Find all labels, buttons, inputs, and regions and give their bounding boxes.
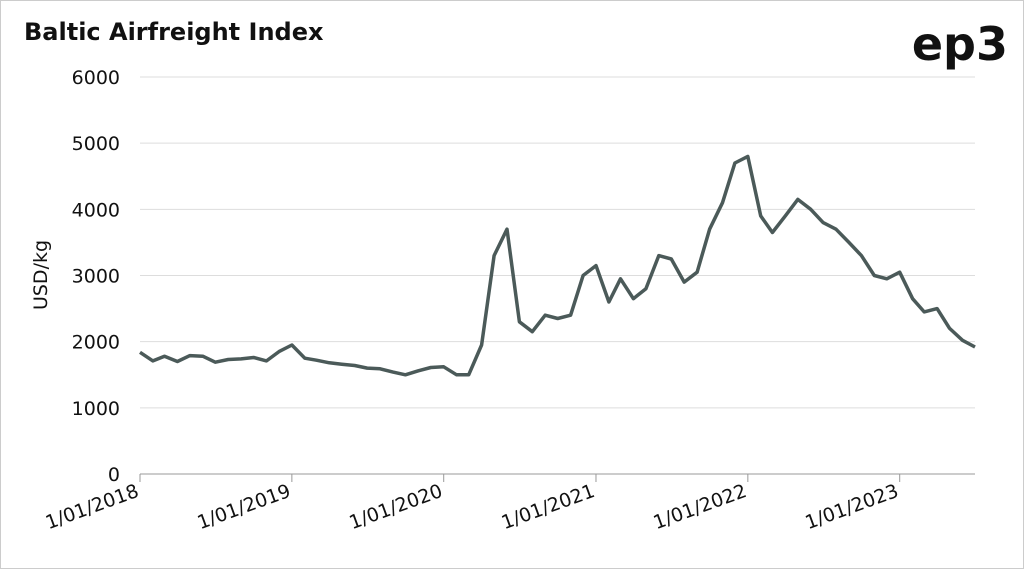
y-tick-label: 6000 [72,67,120,89]
y-tick-label: 0 [108,464,120,486]
y-tick-label: 5000 [72,133,120,155]
y-tick-label: 4000 [72,199,120,221]
y-tick-label: 1000 [72,398,120,420]
y-tick-label: 3000 [72,266,120,288]
data-line [139,154,976,377]
y-axis-label: USD/kg [30,240,52,310]
chart-title: Baltic Airfreight Index [24,18,324,46]
logo: ep3 [912,17,1008,71]
y-tick-label: 2000 [72,332,120,354]
